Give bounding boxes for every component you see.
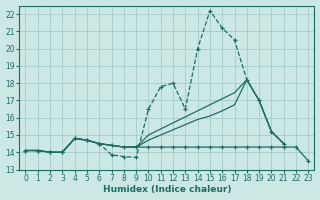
X-axis label: Humidex (Indice chaleur): Humidex (Indice chaleur) [103, 185, 231, 194]
